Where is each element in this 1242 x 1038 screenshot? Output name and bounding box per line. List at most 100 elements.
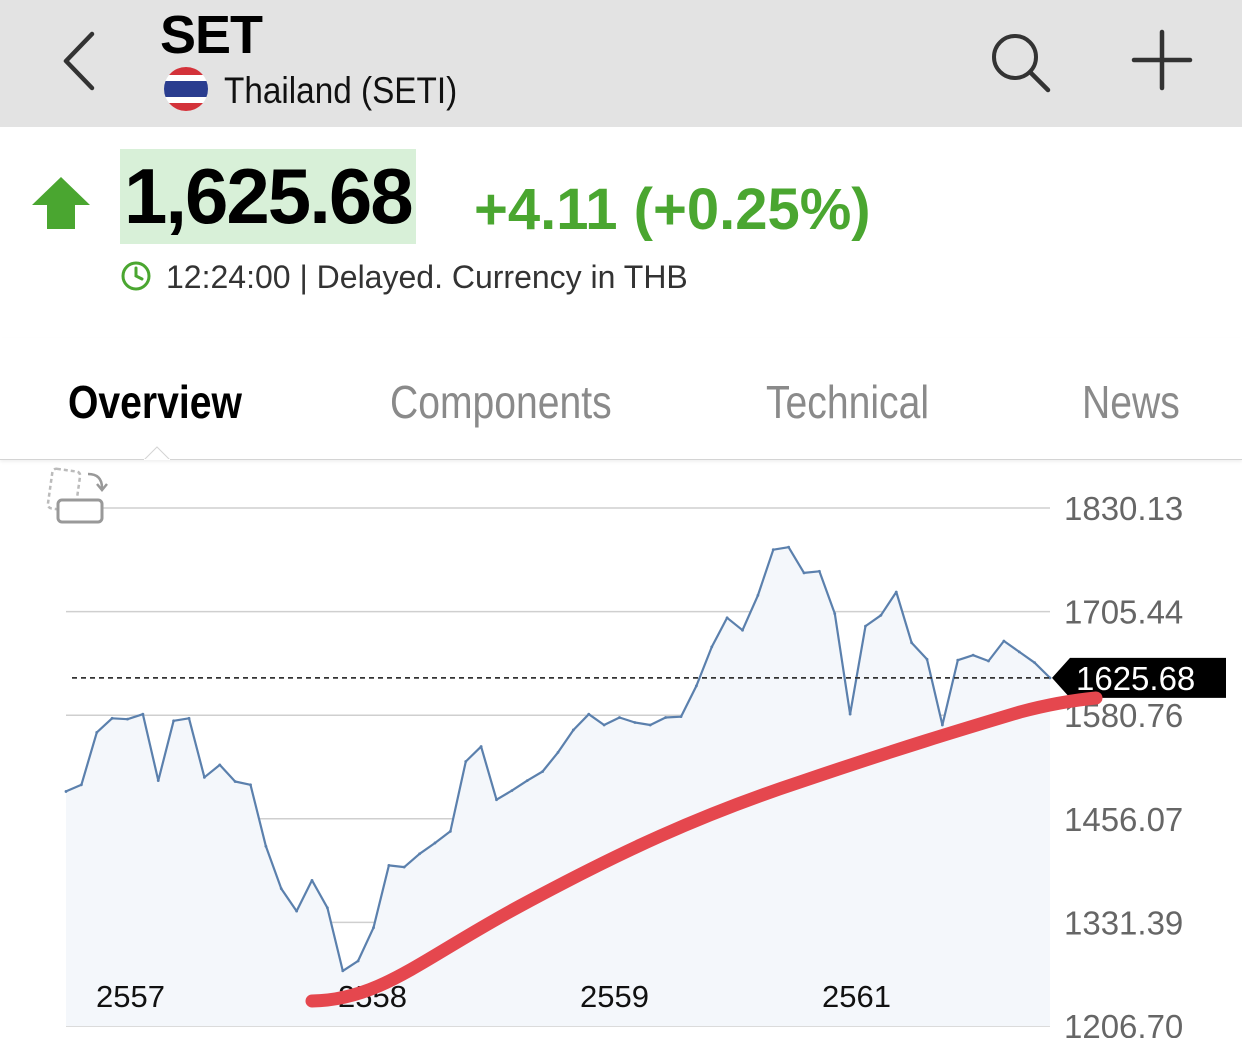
data-point: [264, 844, 268, 848]
y-tick-label: 1331.39: [1064, 904, 1183, 941]
data-point: [879, 613, 883, 617]
data-point: [433, 841, 437, 845]
data-point: [802, 571, 806, 575]
data-point: [126, 717, 129, 721]
data-point: [202, 775, 206, 779]
data-point: [571, 728, 575, 732]
data-point: [633, 721, 637, 724]
data-point: [894, 590, 898, 594]
data-point: [587, 712, 591, 716]
clock-icon: [121, 261, 151, 291]
last-price: 1,625.68: [120, 149, 416, 244]
price-change: +4.11 (+0.25%): [474, 177, 871, 242]
data-point: [541, 770, 545, 773]
thailand-flag-icon: [164, 67, 208, 111]
chevron-left-icon[interactable]: [52, 22, 112, 102]
quote-summary: 1,625.68 +4.11 (+0.25%) 12:24:00 | Delay…: [0, 127, 1242, 339]
data-point: [725, 616, 729, 620]
data-point: [325, 906, 329, 910]
data-point: [95, 731, 99, 734]
price-chart[interactable]: 1830.131705.441580.761456.071331.391206.…: [0, 460, 1242, 1038]
data-point: [249, 783, 252, 787]
data-point: [372, 926, 375, 930]
tab-components[interactable]: Components: [390, 376, 612, 428]
tab-technical[interactable]: Technical: [766, 376, 930, 428]
data-point: [464, 760, 468, 763]
x-tick-label: 2559: [580, 979, 649, 1014]
y-tick-label: 1456.07: [1064, 801, 1183, 838]
exchange-subtitle: Thailand (SETI): [224, 70, 458, 111]
data-point: [694, 684, 698, 688]
quote-delay-note: | Delayed. Currency in THB: [299, 259, 688, 295]
data-point: [679, 715, 683, 719]
data-point: [833, 612, 837, 616]
data-point: [418, 852, 422, 856]
data-point: [310, 878, 314, 882]
tab-news[interactable]: News: [1082, 376, 1180, 428]
data-point: [602, 723, 606, 727]
data-point: [817, 569, 821, 573]
data-point: [156, 779, 160, 783]
data-point: [940, 723, 944, 727]
data-point: [141, 712, 145, 716]
data-point: [510, 789, 514, 793]
data-point: [618, 716, 621, 719]
page-title: SET: [160, 5, 263, 65]
data-point: [956, 658, 960, 662]
quote-status: 12:24:00 | Delayed. Currency in THB: [166, 257, 688, 297]
data-point: [402, 865, 406, 869]
data-point: [664, 716, 668, 719]
x-tick-label: 2561: [822, 979, 891, 1014]
current-price-marker: [1052, 657, 1226, 698]
data-point: [295, 909, 299, 913]
plus-icon[interactable]: [1130, 28, 1194, 92]
series-area: [66, 547, 1050, 1026]
arrow-up-icon: [32, 177, 90, 229]
data-point: [1048, 676, 1052, 680]
data-point: [172, 719, 176, 723]
data-point: [341, 969, 345, 973]
data-point: [771, 548, 775, 552]
active-tab-indicator: [144, 446, 170, 460]
data-point: [218, 763, 222, 767]
app-header: SET Thailand (SETI): [0, 0, 1242, 127]
data-point: [233, 780, 237, 783]
rotate-screen-icon[interactable]: [44, 466, 110, 526]
data-point: [741, 628, 744, 632]
y-tick-label: 1830.13: [1064, 490, 1183, 527]
data-point: [787, 545, 791, 549]
y-tick-label: 1206.70: [1064, 1008, 1183, 1038]
data-point: [1002, 639, 1006, 643]
data-point: [910, 641, 914, 645]
data-point: [110, 716, 114, 720]
x-tick-label: 2557: [96, 979, 165, 1014]
data-point: [187, 716, 191, 720]
data-point: [864, 624, 867, 628]
data-point: [356, 959, 360, 963]
data-point: [479, 745, 483, 748]
data-point: [387, 863, 391, 867]
data-point: [1033, 661, 1037, 665]
data-point: [848, 712, 852, 716]
data-point: [79, 783, 83, 787]
y-tick-label: 1705.44: [1064, 594, 1183, 631]
tab-overview[interactable]: Overview: [68, 376, 242, 428]
data-point: [925, 657, 929, 661]
current-price-label: 1625.68: [1076, 660, 1195, 697]
data-point: [448, 829, 452, 833]
data-point: [710, 645, 714, 649]
data-point: [279, 887, 283, 891]
data-point: [495, 798, 498, 802]
data-point: [1017, 650, 1021, 654]
search-icon[interactable]: [988, 30, 1054, 96]
quote-time: 12:24:00: [166, 259, 291, 295]
data-point: [971, 653, 975, 657]
data-point: [556, 750, 560, 754]
data-point: [987, 659, 990, 663]
data-point: [64, 790, 68, 793]
data-point: [756, 593, 760, 597]
data-point: [525, 779, 529, 783]
tab-bar: Overview Components Technical News: [0, 338, 1242, 460]
data-point: [648, 723, 652, 727]
trend-annotation-stroke: [305, 691, 1103, 1008]
